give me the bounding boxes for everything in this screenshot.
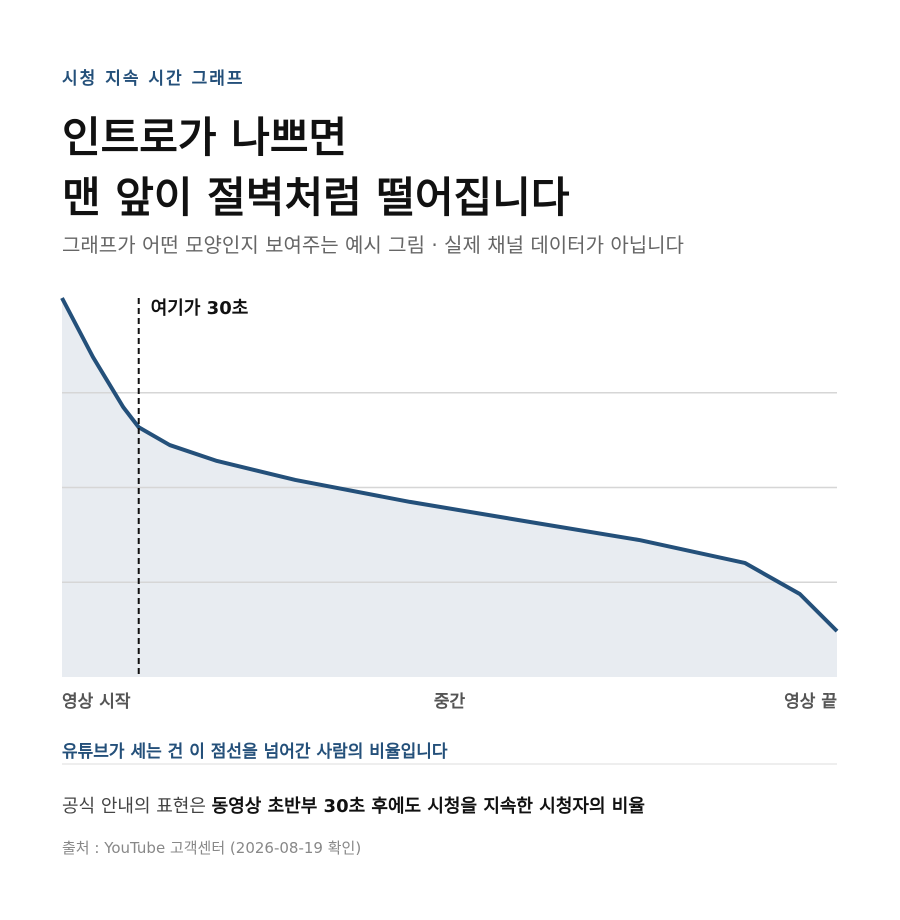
marker-label: 여기가 30초 (151, 298, 249, 319)
definition: 공식 안내의 표현은 동영상 초반부 30초 후에도 시청을 지속한 시청자의 … (62, 796, 645, 817)
subtitle: 그래프가 어떤 모양인지 보여주는 예시 그림 · 실제 채널 데이터가 아닙니… (62, 233, 684, 257)
x-tick-label: 영상 시작 (62, 692, 131, 712)
kicker: 시청 지속 시간 그래프 (62, 68, 245, 89)
x-tick-label: 중간 (434, 692, 466, 712)
note: 유튜브가 세는 건 이 점선을 넘어간 사람의 비율입니다 (62, 741, 448, 762)
title-line: 맨 앞이 절벽처럼 떨어집니다 (62, 173, 570, 222)
title-line: 인트로가 나쁘면 (62, 113, 347, 162)
source: 출처 : YouTube 고객센터 (2026-08-19 확인) (62, 839, 361, 857)
x-tick-label: 영상 끝 (784, 692, 837, 712)
definition-emphasis: 동영상 초반부 30초 후에도 시청을 지속한 시청자의 비율 (212, 796, 645, 817)
definition-lead: 공식 안내의 표현은 (62, 796, 212, 817)
line (60, 297, 839, 633)
